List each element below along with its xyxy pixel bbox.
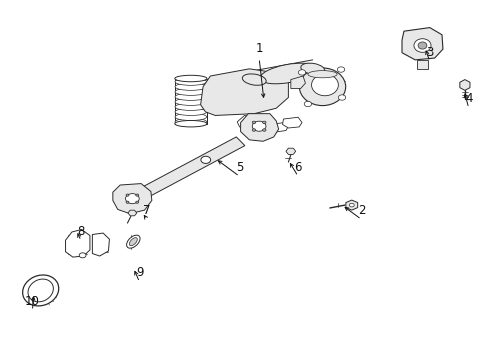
Ellipse shape xyxy=(175,93,206,100)
Text: 7: 7 xyxy=(143,203,150,217)
Ellipse shape xyxy=(298,70,305,75)
Ellipse shape xyxy=(201,156,210,163)
Ellipse shape xyxy=(126,201,129,203)
Polygon shape xyxy=(401,28,442,60)
Text: 4: 4 xyxy=(464,93,471,105)
Ellipse shape xyxy=(417,42,426,49)
Ellipse shape xyxy=(311,74,338,96)
Polygon shape xyxy=(282,117,302,128)
Ellipse shape xyxy=(175,83,206,90)
Ellipse shape xyxy=(338,95,345,100)
Ellipse shape xyxy=(175,118,206,126)
Ellipse shape xyxy=(242,74,265,85)
Ellipse shape xyxy=(126,194,129,196)
Ellipse shape xyxy=(175,113,206,121)
Ellipse shape xyxy=(175,108,206,116)
Ellipse shape xyxy=(136,194,139,196)
Polygon shape xyxy=(65,229,90,257)
Ellipse shape xyxy=(79,253,86,258)
Polygon shape xyxy=(290,76,305,89)
Ellipse shape xyxy=(175,78,206,85)
Polygon shape xyxy=(345,200,357,210)
Ellipse shape xyxy=(252,121,255,123)
Ellipse shape xyxy=(260,63,316,84)
Ellipse shape xyxy=(175,98,206,105)
Ellipse shape xyxy=(252,129,255,131)
Ellipse shape xyxy=(175,103,206,111)
Ellipse shape xyxy=(22,275,59,306)
Polygon shape xyxy=(200,69,288,116)
Text: 1: 1 xyxy=(255,42,263,55)
Ellipse shape xyxy=(28,279,53,302)
Polygon shape xyxy=(237,116,264,131)
Ellipse shape xyxy=(174,75,206,82)
Ellipse shape xyxy=(125,194,139,204)
Text: 10: 10 xyxy=(25,295,40,308)
Polygon shape xyxy=(268,123,288,132)
Text: 3: 3 xyxy=(425,46,432,59)
Text: 8: 8 xyxy=(77,225,84,238)
Ellipse shape xyxy=(136,201,139,203)
Ellipse shape xyxy=(348,203,353,207)
Ellipse shape xyxy=(126,235,140,248)
Ellipse shape xyxy=(307,71,336,78)
Polygon shape xyxy=(174,78,206,124)
Ellipse shape xyxy=(337,67,344,72)
Ellipse shape xyxy=(262,129,265,131)
Ellipse shape xyxy=(252,121,265,131)
Ellipse shape xyxy=(174,121,206,127)
Ellipse shape xyxy=(299,68,345,105)
Text: 5: 5 xyxy=(235,161,243,174)
Text: 9: 9 xyxy=(136,266,143,279)
Polygon shape xyxy=(285,148,295,154)
Polygon shape xyxy=(459,80,469,90)
Ellipse shape xyxy=(413,39,430,52)
Polygon shape xyxy=(113,184,152,214)
Polygon shape xyxy=(92,233,109,256)
Ellipse shape xyxy=(175,88,206,95)
Ellipse shape xyxy=(300,63,324,75)
Ellipse shape xyxy=(129,238,137,246)
Polygon shape xyxy=(416,60,427,69)
Ellipse shape xyxy=(304,101,311,107)
Polygon shape xyxy=(128,210,137,216)
Text: 6: 6 xyxy=(294,161,301,174)
Polygon shape xyxy=(240,114,278,141)
Ellipse shape xyxy=(262,121,265,123)
Polygon shape xyxy=(137,137,244,199)
Text: 2: 2 xyxy=(357,203,365,217)
